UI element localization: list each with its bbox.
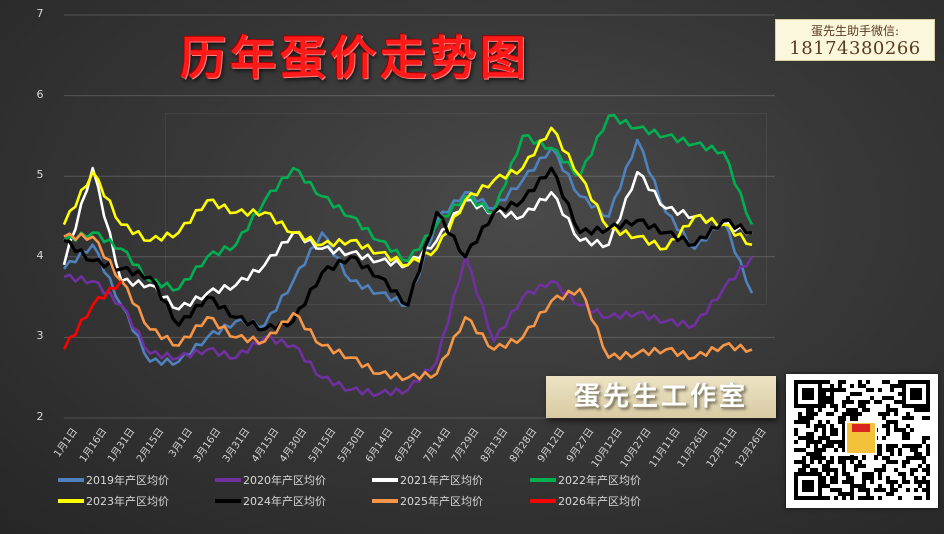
- contact-number: 18174380266: [789, 38, 921, 59]
- legend-label: 2026年产区均价: [558, 495, 641, 508]
- legend-item: 2020年产区均价: [215, 472, 326, 488]
- qr-code-icon: [786, 374, 938, 508]
- studio-badge: 蛋先生工作室: [546, 376, 776, 418]
- legend-swatch: [372, 499, 398, 503]
- legend-swatch: [58, 499, 84, 503]
- y-tick-label: 5: [36, 168, 44, 182]
- legend-label: 2023年产区均价: [86, 495, 169, 508]
- contact-label: 蛋先生助手微信:: [810, 24, 900, 38]
- series-line: [63, 232, 753, 382]
- y-tick-label: 2: [36, 410, 44, 423]
- chart-title: 历年蛋价走势图: [180, 31, 530, 85]
- legend-label: 2019年产区均价: [86, 474, 169, 487]
- y-tick-label: 7: [36, 7, 44, 20]
- legend-item: 2023年产区均价: [58, 493, 169, 509]
- y-tick-label: 6: [36, 87, 44, 101]
- legend-item: 2021年产区均价: [372, 472, 483, 488]
- legend-swatch: [58, 478, 84, 482]
- legend-item: 2022年产区均价: [530, 472, 641, 488]
- legend-item: 2019年产区均价: [58, 472, 169, 488]
- series-line: [62, 126, 753, 267]
- legend-item: 2025年产区均价: [372, 493, 483, 509]
- legend-swatch: [215, 478, 241, 482]
- contact-box: 蛋先生助手微信: 18174380266: [775, 19, 935, 61]
- legend-swatch: [530, 499, 556, 503]
- series-line: [63, 166, 753, 332]
- y-tick-label: 3: [36, 329, 44, 343]
- legend-label: 2020年产区均价: [243, 474, 326, 487]
- legend-item: 2024年产区均价: [215, 493, 326, 509]
- legend-label: 2024年产区均价: [243, 495, 326, 508]
- series-line: [62, 166, 753, 311]
- series-line: [62, 138, 754, 366]
- legend-label: 2022年产区均价: [558, 474, 641, 487]
- series-line: [63, 255, 754, 398]
- legend-label: 2025年产区均价: [400, 495, 483, 508]
- y-tick-label: 4: [36, 248, 44, 262]
- series-line: [63, 113, 754, 292]
- legend-swatch: [215, 499, 241, 503]
- series-line: [62, 280, 123, 351]
- legend-label: 2021年产区均价: [400, 474, 483, 487]
- legend-item: 2026年产区均价: [530, 493, 641, 509]
- legend-swatch: [372, 478, 398, 482]
- legend-swatch: [530, 478, 556, 482]
